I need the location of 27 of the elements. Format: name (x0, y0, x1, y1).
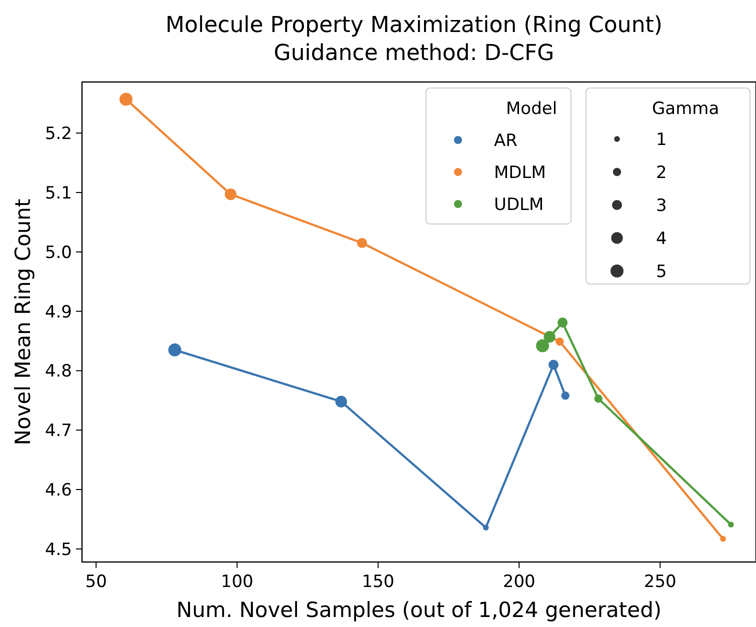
legend-label: AR (494, 131, 518, 151)
x-tick-label: 100 (220, 572, 254, 592)
chart-title: Molecule Property Maximization (Ring Count) (166, 13, 662, 38)
chart-subtitle: Guidance method: D-CFG (274, 41, 554, 66)
legend-title: Model (506, 99, 558, 119)
y-tick-label: 5.0 (44, 242, 72, 263)
y-tick-label: 4.6 (44, 480, 72, 501)
legend-label: 5 (656, 262, 667, 282)
legend-label: 4 (656, 229, 667, 249)
y-tick-label: 5.2 (44, 124, 72, 144)
y-axis-title: Novel Mean Ring Count (11, 198, 35, 446)
x-tick-label: 50 (85, 572, 107, 592)
legend-label: 1 (656, 130, 667, 150)
y-tick-label: 5.1 (44, 183, 72, 204)
legend-label: UDLM (494, 195, 544, 215)
legend-label: 2 (656, 163, 667, 183)
y-tick-label: 4.7 (44, 421, 72, 442)
legend-label: MDLM (494, 163, 546, 183)
x-axis-title: Num. Novel Samples (out of 1,024 generated) (176, 598, 662, 622)
x-tick-label: 200 (502, 572, 536, 592)
x-tick-label: 150 (362, 572, 394, 592)
y-tick-label: 4.5 (44, 540, 72, 560)
y-tick-label: 4.9 (44, 302, 72, 322)
legend-label: 3 (656, 196, 667, 216)
annotation: Gamma (652, 99, 720, 119)
x-tick-label: 250 (644, 572, 676, 592)
y-tick-label: 4.8 (44, 362, 72, 382)
